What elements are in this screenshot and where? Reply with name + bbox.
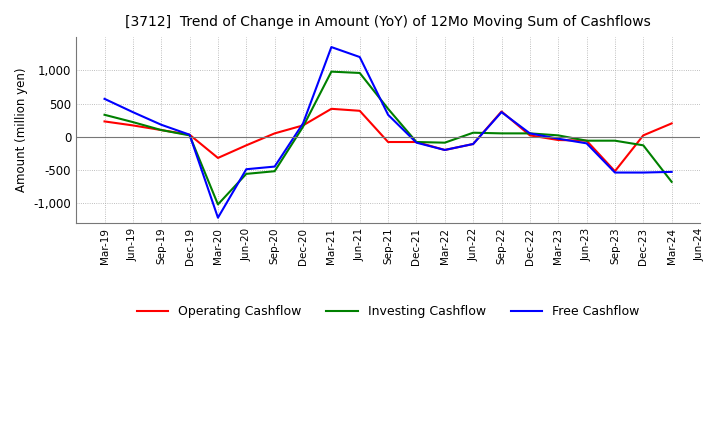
Operating Cashflow (412, 139, 420, 145)
Operating Cashflow (299, 123, 307, 128)
Free Cashflow (100, 96, 109, 102)
Operating Cashflow (214, 155, 222, 161)
Investing Cashflow (100, 112, 109, 117)
Investing Cashflow (554, 133, 562, 138)
Operating Cashflow (498, 109, 506, 114)
Operating Cashflow (469, 141, 477, 147)
Operating Cashflow (582, 138, 591, 143)
Free Cashflow (639, 170, 647, 175)
Operating Cashflow (384, 139, 392, 145)
Investing Cashflow (384, 106, 392, 111)
Operating Cashflow (242, 143, 251, 148)
Free Cashflow (441, 147, 449, 153)
Investing Cashflow (242, 171, 251, 176)
Operating Cashflow (327, 106, 336, 111)
Investing Cashflow (611, 138, 619, 143)
Free Cashflow (554, 136, 562, 141)
Investing Cashflow (526, 131, 534, 136)
Operating Cashflow (639, 133, 647, 138)
Free Cashflow (129, 110, 138, 115)
Operating Cashflow (356, 108, 364, 114)
Operating Cashflow (100, 119, 109, 124)
Legend: Operating Cashflow, Investing Cashflow, Free Cashflow: Operating Cashflow, Investing Cashflow, … (132, 300, 644, 323)
Investing Cashflow (441, 140, 449, 145)
Free Cashflow (384, 112, 392, 117)
Line: Free Cashflow: Free Cashflow (104, 47, 672, 218)
Investing Cashflow (498, 131, 506, 136)
Investing Cashflow (412, 139, 420, 145)
Line: Operating Cashflow: Operating Cashflow (104, 109, 672, 171)
Free Cashflow (185, 132, 194, 137)
Investing Cashflow (582, 138, 591, 143)
Y-axis label: Amount (million yen): Amount (million yen) (15, 68, 28, 192)
Investing Cashflow (327, 69, 336, 74)
Operating Cashflow (157, 128, 166, 133)
Free Cashflow (214, 215, 222, 220)
Free Cashflow (611, 170, 619, 175)
Free Cashflow (412, 140, 420, 145)
Operating Cashflow (129, 123, 138, 128)
Investing Cashflow (214, 202, 222, 207)
Free Cashflow (157, 122, 166, 128)
Operating Cashflow (667, 121, 676, 126)
Investing Cashflow (270, 169, 279, 174)
Free Cashflow (469, 141, 477, 147)
Investing Cashflow (469, 130, 477, 136)
Free Cashflow (667, 169, 676, 175)
Operating Cashflow (554, 137, 562, 143)
Free Cashflow (242, 167, 251, 172)
Free Cashflow (356, 55, 364, 60)
Investing Cashflow (667, 179, 676, 184)
Operating Cashflow (611, 169, 619, 174)
Free Cashflow (498, 110, 506, 115)
Operating Cashflow (270, 131, 279, 136)
Line: Investing Cashflow: Investing Cashflow (104, 72, 672, 205)
Investing Cashflow (639, 143, 647, 148)
Free Cashflow (299, 121, 307, 126)
Investing Cashflow (356, 70, 364, 76)
Free Cashflow (526, 131, 534, 136)
Free Cashflow (270, 164, 279, 169)
Operating Cashflow (185, 132, 194, 137)
Title: [3712]  Trend of Change in Amount (YoY) of 12Mo Moving Sum of Cashflows: [3712] Trend of Change in Amount (YoY) o… (125, 15, 651, 29)
Investing Cashflow (299, 124, 307, 129)
Free Cashflow (582, 141, 591, 146)
Investing Cashflow (157, 128, 166, 133)
Free Cashflow (327, 44, 336, 50)
Operating Cashflow (526, 133, 534, 138)
Investing Cashflow (185, 133, 194, 138)
Investing Cashflow (129, 119, 138, 125)
Operating Cashflow (441, 147, 449, 153)
